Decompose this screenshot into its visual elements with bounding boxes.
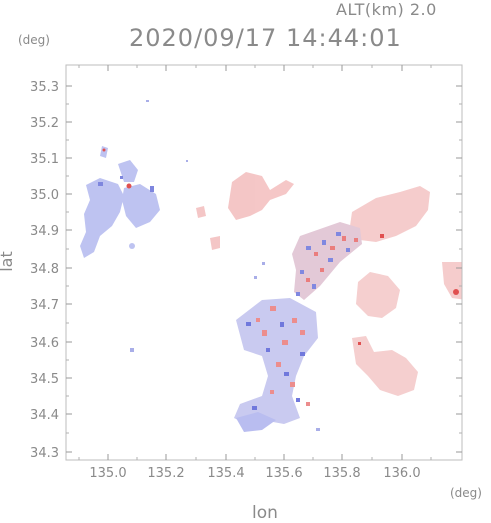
y-tick-label: 34.9	[30, 224, 59, 239]
altitude-label: ALT(km) 2.0	[336, 0, 437, 19]
echo-north-red	[196, 172, 294, 250]
echo-layer	[80, 100, 462, 432]
datetime-title: 2020/09/17 14:44:01	[129, 24, 402, 52]
x-tick-label: 136.0	[383, 466, 420, 481]
x-tick-label: 135.0	[89, 466, 126, 481]
y-tick-label: 34.3	[30, 446, 59, 461]
x-tick-label: 135.6	[265, 466, 302, 481]
y-tick-label: 35.3	[30, 80, 59, 95]
x-unit-label: (deg)	[450, 486, 482, 500]
echo-mixed-band	[292, 222, 362, 300]
y-tick-label: 35.2	[30, 116, 59, 131]
y-tick-label: 34.4	[30, 408, 59, 423]
echo-west-blue	[80, 146, 160, 258]
y-tick-labels: 35.3 35.2 35.1 35.0 34.9 34.8 34.7 34.6 …	[30, 80, 59, 461]
y-unit-label: (deg)	[18, 33, 50, 47]
y-tick-label: 34.7	[30, 298, 59, 313]
x-tick-label: 135.8	[323, 466, 360, 481]
y-tick-label: 34.8	[30, 262, 59, 277]
y-tick-label: 34.5	[30, 372, 59, 387]
minor-tick-marks	[66, 65, 462, 460]
y-tick-label: 35.1	[30, 152, 59, 167]
x-tick-label: 135.2	[147, 466, 184, 481]
tick-marks	[66, 65, 462, 460]
echo-central-mixed	[234, 298, 318, 432]
echo-specks	[130, 100, 320, 431]
x-axis-label: lon	[252, 503, 278, 523]
echo-east-red	[352, 272, 418, 396]
y-tick-label: 35.0	[30, 188, 59, 203]
x-tick-label: 135.4	[207, 466, 244, 481]
plot-frame	[65, 64, 463, 461]
x-tick-labels: 135.0 135.2 135.4 135.6 135.8 136.0	[89, 466, 420, 481]
y-tick-label: 34.6	[30, 336, 59, 351]
